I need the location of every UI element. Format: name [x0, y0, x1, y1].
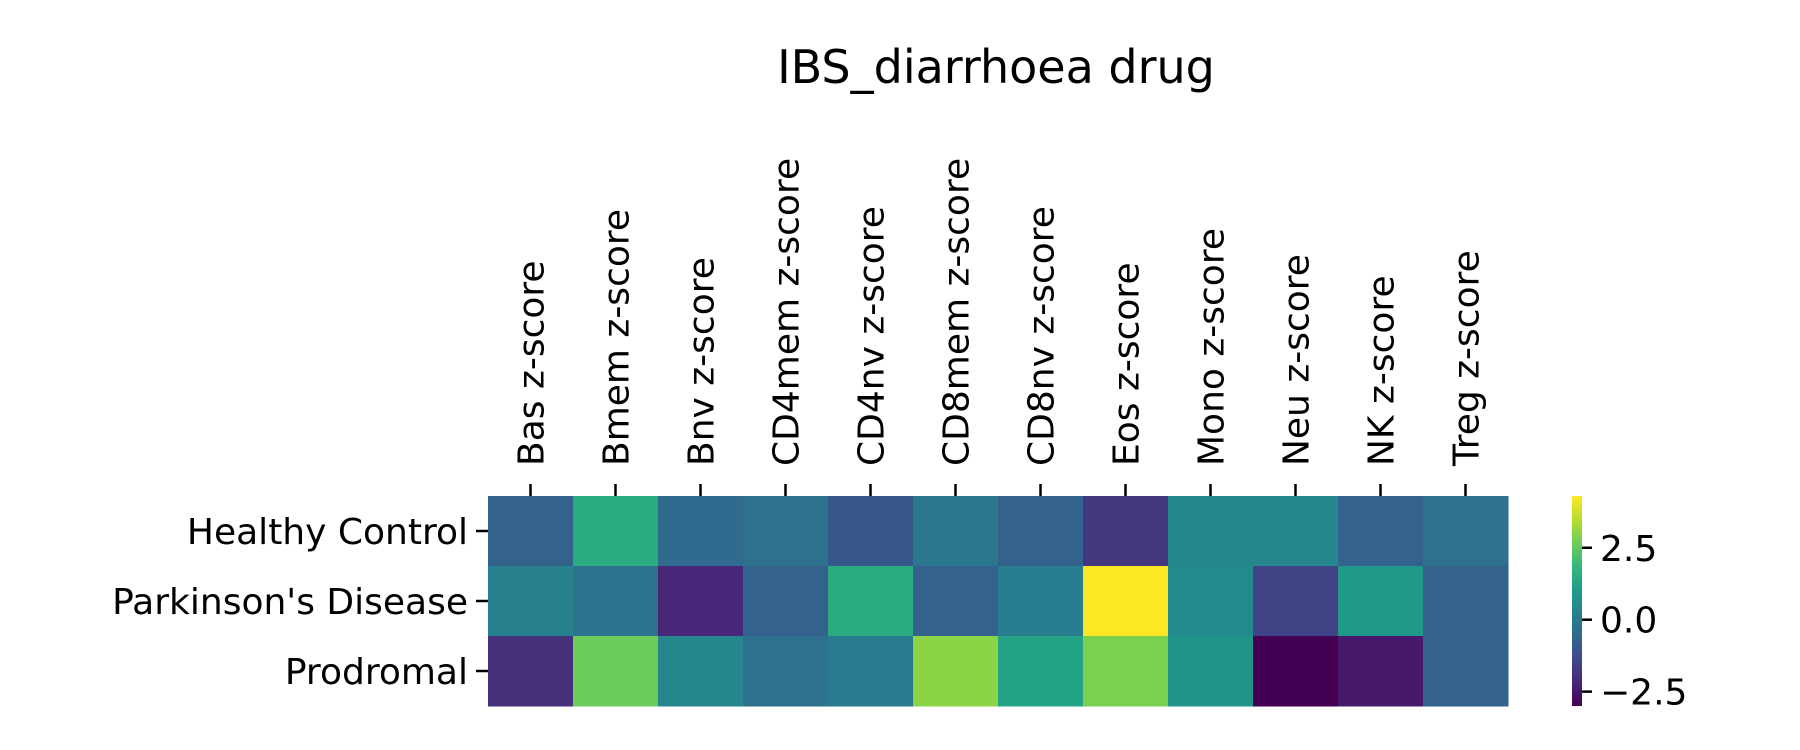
- y-tick-label: Prodromal: [285, 652, 468, 693]
- x-tick-label: Eos z-score: [1107, 262, 1148, 466]
- heatmap-cell: [573, 566, 659, 637]
- heatmap-cell: [1168, 496, 1254, 567]
- heatmap-cell: [743, 496, 829, 567]
- heatmap-cell: [828, 566, 914, 637]
- heatmap-cell: [1083, 636, 1169, 707]
- x-tick-label: CD8mem z-score: [937, 158, 978, 466]
- heatmap-cell: [658, 496, 744, 567]
- x-tick-label: CD4nv z-score: [852, 206, 893, 466]
- heatmap-cell: [1423, 496, 1509, 567]
- heatmap-cell: [1168, 636, 1254, 707]
- x-tick-label: NK z-score: [1362, 275, 1403, 466]
- heatmap-cell: [743, 566, 829, 637]
- heatmap-cell: [658, 566, 744, 637]
- colorbar-tick-label: −2.5: [1600, 673, 1687, 714]
- x-tick-label: Bas z-score: [512, 260, 553, 466]
- heatmap-cell: [1338, 636, 1424, 707]
- colorbar: 2.5 0.0 −2.5: [1572, 496, 1687, 714]
- heatmap-cell: [743, 636, 829, 707]
- x-tick-label: Treg z-score: [1447, 250, 1488, 467]
- heatmap-cell: [1083, 496, 1169, 567]
- colorbar-tick-label: 0.0: [1600, 601, 1657, 642]
- x-tick-label: Neu z-score: [1277, 254, 1318, 466]
- x-tick-label: Bmem z-score: [597, 209, 638, 466]
- chart-title: IBS_diarrhoea drug: [777, 40, 1215, 94]
- heatmap-cell: [573, 636, 659, 707]
- heatmap-cell: [1168, 566, 1254, 637]
- heatmap-cell: [1338, 566, 1424, 637]
- x-tick-label: Bnv z-score: [682, 257, 723, 466]
- heatmap-cell: [998, 566, 1084, 637]
- x-tick-label: CD8nv z-score: [1022, 206, 1063, 466]
- y-tick-label: Parkinson's Disease: [112, 582, 468, 623]
- y-axis-ticks: Healthy Control Parkinson's Disease Prodro…: [112, 512, 488, 693]
- heatmap-cell: [913, 566, 999, 637]
- heatmap-cell: [488, 496, 574, 567]
- heatmap-cell: [573, 496, 659, 567]
- heatmap-cell: [488, 636, 574, 707]
- heatmap-cell: [1083, 566, 1169, 637]
- heatmap-cell: [913, 496, 999, 567]
- heatmap-cell: [998, 496, 1084, 567]
- y-tick-label: Healthy Control: [187, 512, 468, 553]
- heatmap-cell: [828, 496, 914, 567]
- heatmap-cell: [998, 636, 1084, 707]
- heatmap-cell: [1338, 496, 1424, 567]
- heatmap-cell: [1253, 566, 1339, 637]
- heatmap-cell: [1423, 636, 1509, 707]
- heatmap-cells: [488, 496, 1509, 707]
- colorbar-gradient: [1572, 496, 1582, 706]
- heatmap-cell: [1423, 566, 1509, 637]
- x-tick-label: Mono z-score: [1192, 228, 1233, 466]
- heatmap-cell: [658, 636, 744, 707]
- x-axis-ticks: Bas z-score Bmem z-score Bnv z-score CD4mem…: [512, 158, 1488, 496]
- colorbar-tick-label: 2.5: [1600, 529, 1657, 570]
- heatmap-cell: [913, 636, 999, 707]
- heatmap-cell: [488, 566, 574, 637]
- heatmap-cell: [828, 636, 914, 707]
- x-tick-label: CD4mem z-score: [767, 158, 808, 466]
- heatmap-cell: [1253, 636, 1339, 707]
- heatmap-cell: [1253, 496, 1339, 567]
